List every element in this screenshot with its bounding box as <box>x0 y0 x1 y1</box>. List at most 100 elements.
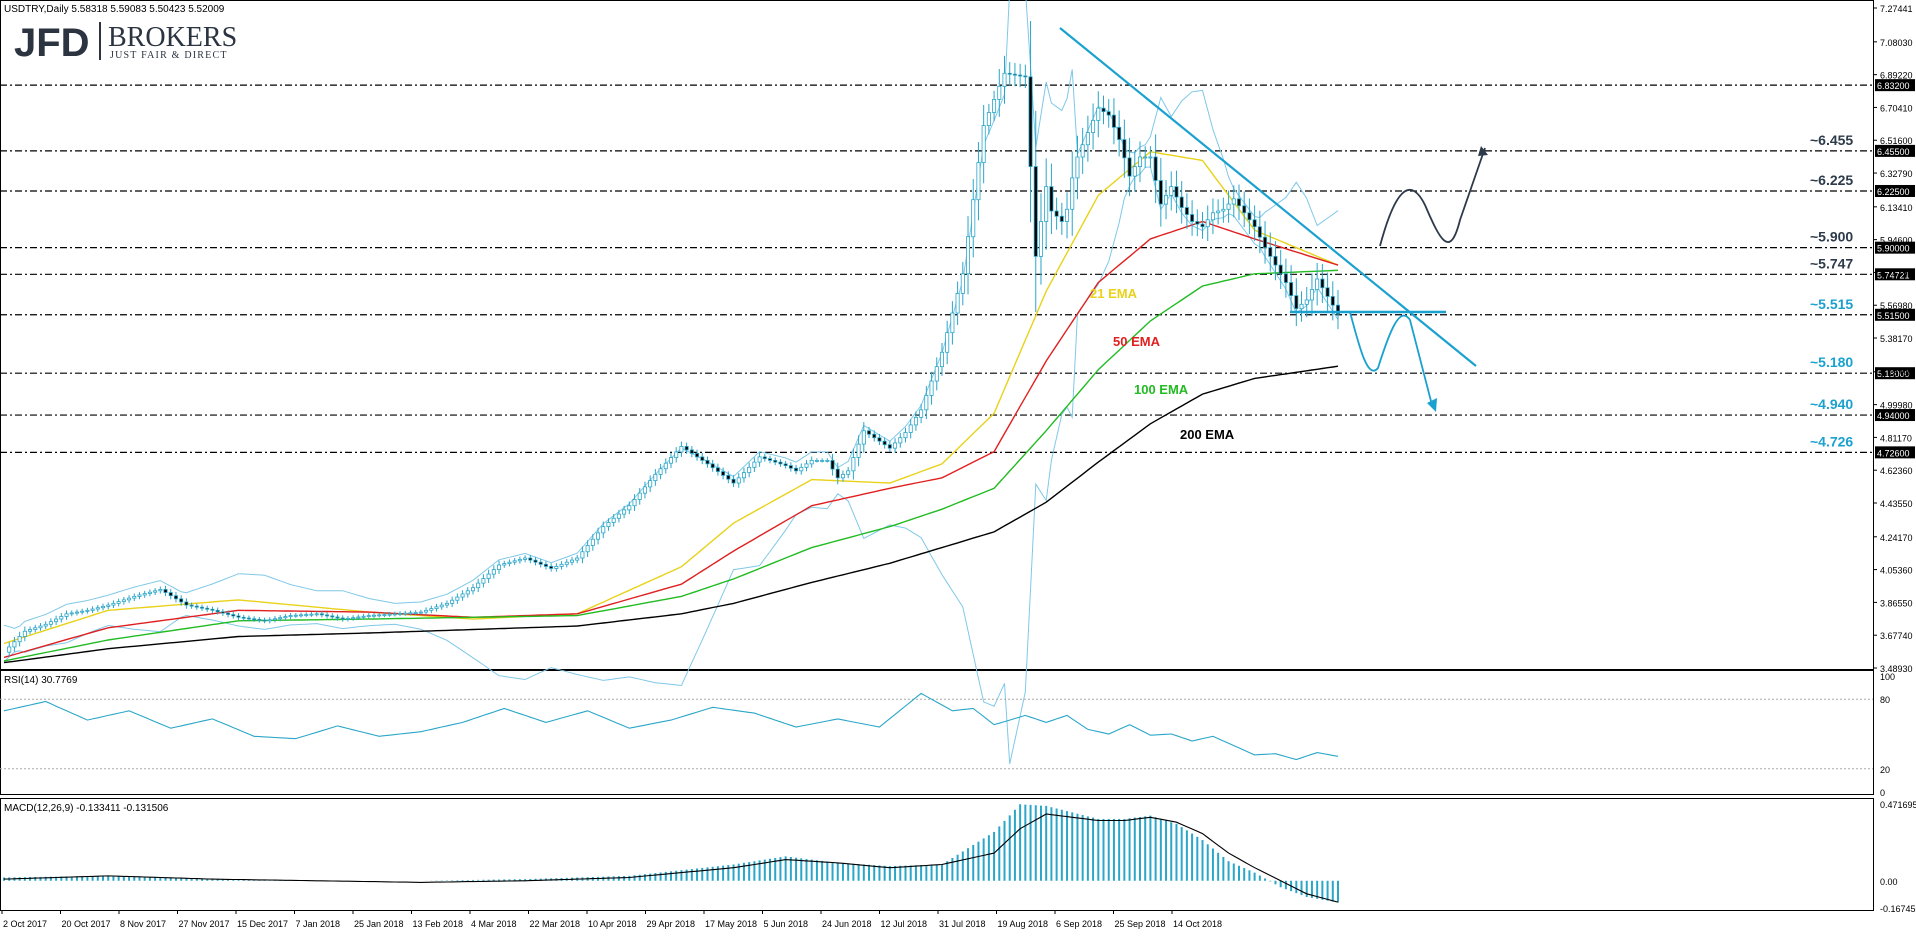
logo-tagline: JUST FAIR & DIRECT <box>110 50 228 61</box>
level-price-text: 4.72600 <box>1877 448 1910 458</box>
candle-body <box>283 616 288 619</box>
candle-body <box>304 614 309 616</box>
candle-body <box>1169 186 1174 196</box>
candle-body <box>997 85 1002 100</box>
candle-body <box>455 596 460 601</box>
candle-body <box>1080 144 1085 158</box>
candle-body <box>804 463 809 468</box>
candle-body <box>528 557 533 561</box>
candle-body <box>887 444 892 449</box>
candle-body <box>413 612 418 614</box>
candle-body <box>1263 236 1268 249</box>
candle-body <box>674 451 679 458</box>
level-price-text: 6.83200 <box>1877 81 1910 91</box>
candle-body <box>517 559 522 562</box>
level-label: ~4.940 <box>1810 396 1853 412</box>
candle-body <box>1122 139 1127 159</box>
candle-body <box>835 468 840 479</box>
level-price-box <box>1875 241 1915 254</box>
price-tick-label: 3.48930 <box>1880 664 1913 674</box>
candle-body <box>502 563 507 566</box>
candle-body <box>1018 74 1023 77</box>
macd-tick-label: 0.471695 <box>1880 800 1916 810</box>
macd-signal-line <box>3 813 1339 903</box>
candle-body <box>898 437 903 444</box>
candle-body <box>1096 107 1101 121</box>
candle-body <box>1336 304 1341 315</box>
candle-body <box>59 616 64 620</box>
horizontal-levels: 6.83200 6.45500 ~6.455 6.22500 ~6.225 5.90000… <box>0 79 1915 459</box>
candle-body <box>424 609 429 613</box>
time-tick-label: 29 Apr 2018 <box>647 919 696 929</box>
candle-body <box>179 598 184 603</box>
price-tick-label: 4.24170 <box>1880 533 1913 543</box>
level-price-box <box>1875 446 1915 459</box>
time-tick-label: 15 Dec 2017 <box>237 919 288 929</box>
candle-body <box>960 273 965 294</box>
candle-body <box>934 366 939 382</box>
candle-body <box>12 641 17 648</box>
level-label: ~4.726 <box>1810 433 1853 449</box>
candle-body <box>981 125 986 164</box>
candle-body <box>679 446 684 453</box>
candle-body <box>741 472 746 479</box>
candle-body <box>194 605 199 608</box>
time-tick-label: 31 Jul 2018 <box>939 919 986 929</box>
candle-body <box>794 467 799 472</box>
annotations: 21 EMA 50 EMA 100 EMA 200 EMA <box>1090 286 1235 442</box>
level-price-text: 5.90000 <box>1877 244 1910 254</box>
candle-body <box>684 446 689 451</box>
candle-body <box>325 614 330 617</box>
candle-body <box>278 617 283 620</box>
candle-body <box>1278 264 1283 275</box>
candle-body <box>252 618 257 621</box>
candle-body <box>398 613 403 615</box>
candle-body <box>220 611 225 614</box>
candle-body <box>1294 295 1299 310</box>
price-tick-label: 7.27441 <box>1880 4 1913 14</box>
candle-body <box>377 614 382 617</box>
candle-body <box>992 99 997 113</box>
time-tick-label: 7 Jan 2018 <box>296 919 341 929</box>
candle-body <box>1190 214 1195 222</box>
candle-body <box>293 614 298 617</box>
candle-body <box>299 614 304 617</box>
candle-body <box>22 630 27 637</box>
level-price-box <box>1875 268 1915 281</box>
candle-body <box>142 593 147 596</box>
candle-body <box>590 538 595 546</box>
candle-body <box>554 565 559 569</box>
candle-body <box>460 593 465 598</box>
candle-body <box>1044 186 1049 222</box>
candle-body <box>705 459 710 465</box>
candle-body <box>1023 75 1028 78</box>
candle-body <box>663 462 668 470</box>
candle-body <box>512 560 517 563</box>
candle-body <box>710 463 715 469</box>
candle-body <box>1231 198 1236 205</box>
candle-body <box>335 616 340 619</box>
pane-frames <box>0 0 1874 911</box>
candle-body <box>820 459 825 462</box>
candle-body <box>757 456 762 463</box>
price-tick-label: 4.81170 <box>1880 433 1912 443</box>
time-tick-label: 20 Oct 2017 <box>62 919 111 929</box>
candle-body <box>382 614 387 616</box>
candle-body <box>877 437 882 442</box>
candle-body <box>799 466 804 472</box>
candle-body <box>236 615 241 618</box>
candle-body <box>137 594 142 597</box>
candle-body <box>28 629 33 632</box>
candle-body <box>1038 221 1043 257</box>
price-tick-label: 5.18790 <box>1880 368 1913 378</box>
candle-body <box>257 619 262 621</box>
candle-body <box>1179 196 1184 208</box>
candle-body <box>606 522 611 528</box>
ema-lines <box>3 151 1339 664</box>
candle-body <box>101 606 106 609</box>
price-tick-label: 5.75790 <box>1880 268 1913 278</box>
ema50-line <box>3 220 1339 659</box>
candle-body <box>450 599 455 604</box>
candle-body <box>731 478 736 484</box>
